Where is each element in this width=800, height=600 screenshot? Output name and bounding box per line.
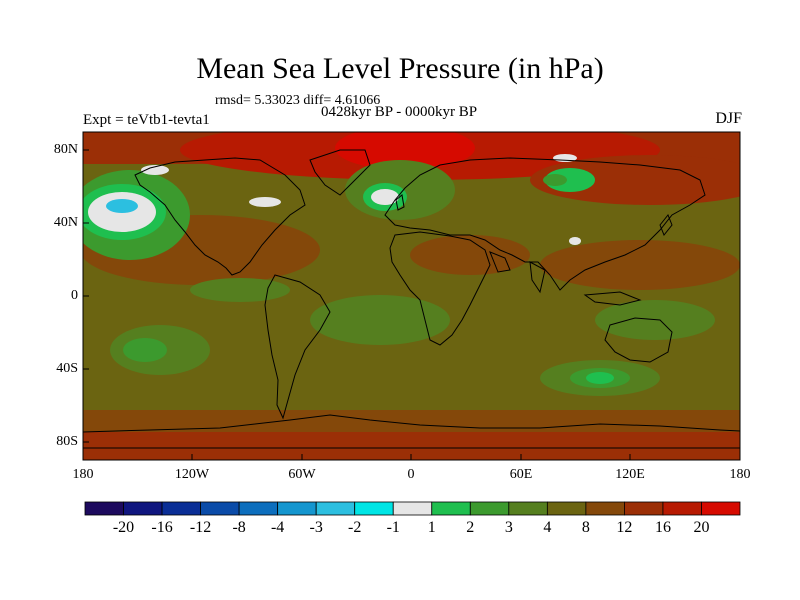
colorbar-swatch	[354, 501, 394, 516]
colorbar-swatch	[200, 501, 240, 516]
colorbar-label: -4	[270, 519, 285, 536]
colorbar-label: -3	[309, 519, 323, 536]
colorbar-label: 20	[693, 519, 710, 536]
pressure-field	[83, 132, 740, 460]
colorbar	[84, 501, 741, 516]
y-ticks	[83, 149, 89, 443]
colorbar-swatch	[238, 501, 279, 516]
x-label-60w: 60W	[288, 467, 316, 482]
colorbar-swatch	[624, 501, 664, 516]
plot-title: Mean Sea Level Pressure (in hPa)	[196, 52, 604, 85]
colorbar-swatch	[701, 501, 741, 516]
colorbar-label: -16	[151, 519, 173, 536]
colorbar-label: 16	[654, 519, 671, 536]
colorbar-label: 2	[466, 519, 475, 536]
x-label-120e: 120E	[615, 467, 645, 482]
colorbar-label: 12	[616, 519, 633, 536]
colorbar-label: -1	[386, 519, 400, 536]
colorbar-swatch	[508, 501, 548, 516]
colorbar-swatch	[123, 501, 163, 516]
colorbar-swatch	[161, 501, 201, 516]
y-label-80s: 80S	[56, 434, 78, 449]
colorbar-label: 8	[581, 519, 590, 536]
y-label-0: 0	[71, 288, 78, 303]
colorbar-label: 1	[427, 519, 436, 536]
colorbar-swatch	[546, 501, 587, 516]
season-label: DJF	[715, 110, 742, 127]
y-label-80n: 80N	[53, 142, 78, 157]
colorbar-swatch	[84, 501, 124, 516]
x-label-180w: 180	[72, 467, 94, 482]
x-label-120w: 120W	[174, 467, 210, 482]
colorbar-label: -12	[189, 519, 212, 536]
colorbar-swatch	[277, 501, 317, 516]
colorbar-label: -20	[112, 519, 135, 536]
colorbar-swatch	[392, 501, 433, 516]
colorbar-label: -2	[348, 519, 362, 536]
colorbar-label: 4	[543, 519, 552, 536]
colorbar-swatch	[469, 501, 510, 516]
stats-subtitle: rmsd= 5.33023 diff= 4.61066	[215, 93, 381, 108]
coastlines	[83, 149, 740, 449]
period-subtitle: 0428kyr BP - 0000kyr BP	[321, 104, 478, 120]
x-label-60e: 60E	[509, 467, 533, 482]
colorbar-swatch	[315, 501, 356, 516]
y-label-40s: 40S	[56, 361, 78, 376]
colorbar-swatch	[431, 501, 471, 516]
colorbar-label: 3	[504, 519, 513, 536]
y-label-40n: 40N	[53, 215, 78, 230]
x-ticks	[82, 454, 741, 460]
colorbar-swatch	[585, 501, 625, 516]
experiment-label: Expt = teVtb1-tevta1	[83, 112, 210, 128]
x-label-0: 0	[407, 467, 415, 482]
x-label-180e: 180	[729, 467, 751, 482]
colorbar-label: -8	[232, 519, 246, 536]
colorbar-swatch	[662, 501, 702, 516]
